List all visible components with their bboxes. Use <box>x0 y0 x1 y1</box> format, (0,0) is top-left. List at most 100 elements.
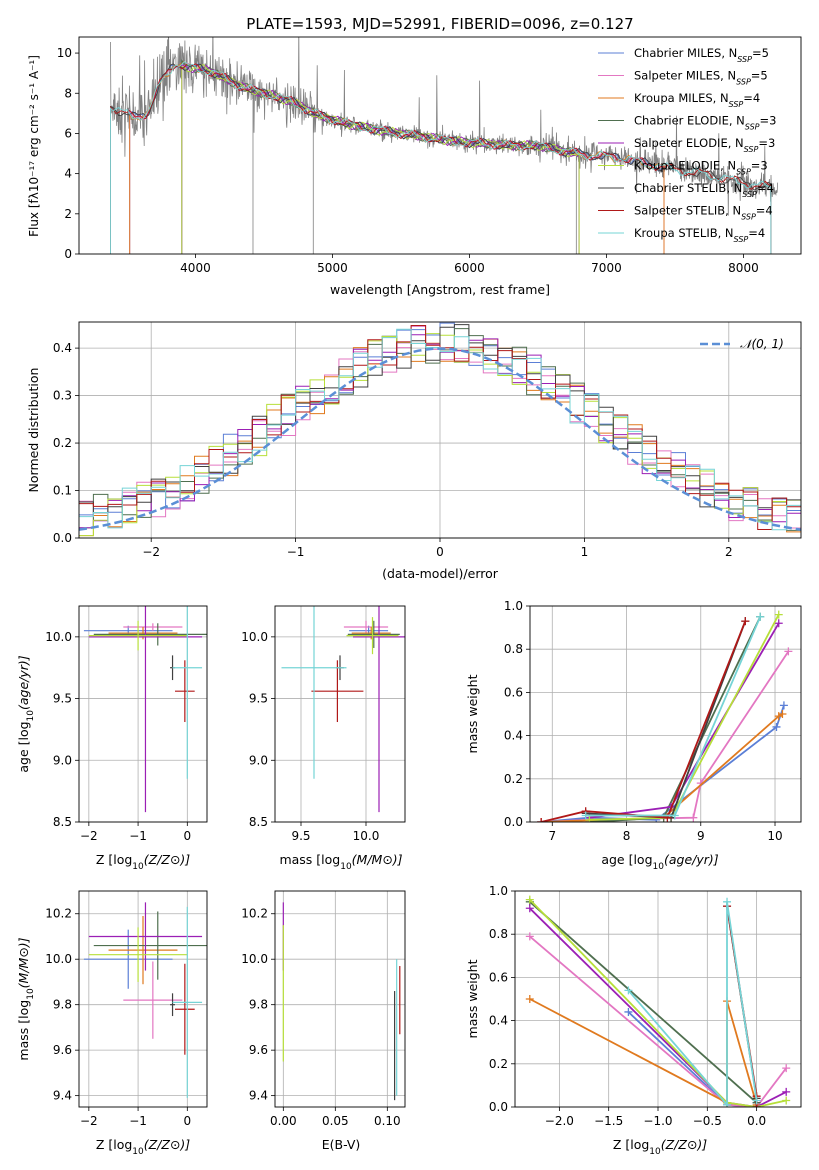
legend-entry: Kroupa ELODIE, NSSP=3 <box>634 159 768 177</box>
legend: Chabrier MILES, NSSP=5 Salpeter MILES, NS… <box>598 46 776 244</box>
weight-marker <box>784 647 793 656</box>
weight-line <box>529 901 758 1104</box>
axes-frame <box>274 605 406 823</box>
weight-line <box>529 935 787 1107</box>
y-tick-label: 0.8 <box>504 642 523 656</box>
model-spectrum <box>110 63 772 254</box>
axes-frame <box>529 605 802 823</box>
legend-entry: Salpeter STELIB, NSSP=4 <box>634 204 773 222</box>
y-tick-label: 2 <box>64 207 72 221</box>
legend-entry: Salpeter MILES, NSSP=5 <box>634 69 768 87</box>
y-tick-label: 0.2 <box>489 1057 508 1071</box>
x-tick-label: 5000 <box>317 261 348 275</box>
weight-marker <box>525 904 534 913</box>
y-tick-label: 9.8 <box>53 998 72 1012</box>
legend-entry: Chabrier STELIB, NSSP=4 <box>634 181 774 199</box>
axes-frame <box>78 36 802 255</box>
x-axis-label: Z [log10(Z/Z⊙)] <box>613 1137 707 1157</box>
weight-marker <box>624 1007 633 1016</box>
plot-area <box>83 902 207 1098</box>
x-tick-label: 0 <box>183 829 191 843</box>
x-axis-label: Z [log10(Z/Z⊙)] <box>96 852 190 872</box>
y-tick-label: 9.4 <box>53 1089 72 1103</box>
normal-curve <box>79 347 801 531</box>
x-tick-label: −1.0 <box>643 1114 672 1128</box>
y-tick-label: 9.4 <box>249 1089 268 1103</box>
grid <box>530 605 801 823</box>
x-axis-label: E(B-V) <box>322 1137 361 1152</box>
y-tick-label: 8 <box>64 86 72 100</box>
y-tick-label: 0.0 <box>504 815 523 829</box>
y-tick-label: 9.5 <box>53 692 72 706</box>
weight-marker <box>723 897 732 906</box>
y-tick-label: 6 <box>64 126 72 140</box>
y-tick-label: 9.6 <box>249 1043 268 1057</box>
weight-marker <box>689 813 698 822</box>
y-tick-label: 10.0 <box>45 630 72 644</box>
weight-marker <box>525 932 534 941</box>
x-tick-label: −2 <box>80 1114 98 1128</box>
weight-marker <box>525 995 534 1003</box>
y-tick-label: 0.0 <box>53 531 72 545</box>
weight-marker <box>723 1100 732 1107</box>
plot-area <box>83 606 207 813</box>
x-tick-label: 0 <box>436 545 444 559</box>
y-tick-label: 0.4 <box>504 729 523 743</box>
x-tick-label: 7 <box>548 829 556 843</box>
weight-line <box>540 620 747 822</box>
x-tick-label: 6000 <box>454 261 485 275</box>
y-tick-label: 0.4 <box>489 1014 508 1028</box>
mass-vs-extinction-panel: 0.00 0.05 0.10 9.4 9.6 9.8 10.0 10.2 E(B-V) <box>241 890 406 1152</box>
y-tick-label: 10.0 <box>241 952 268 966</box>
grid <box>275 606 405 823</box>
mass-vs-metallicity-panel: −2 −1 0 9.4 9.6 9.8 10.0 10.2 Z [log10(Z/Z⊙)] mas… <box>16 890 208 1157</box>
x-tick-label: 10.0 <box>353 829 380 843</box>
y-tick-label: 0.0 <box>489 1100 508 1114</box>
age-vs-metallicity-panel: −2 −1 0 8.5 9.0 9.5 10.0 Z [log10(Z/Z⊙)] age [lo… <box>16 605 208 872</box>
grid <box>515 890 801 1108</box>
x-tick-label: 0.10 <box>374 1114 401 1128</box>
x-tick-label: 8 <box>623 829 631 843</box>
y-tick-label: 0.6 <box>489 970 508 984</box>
x-tick-label: 9.5 <box>291 829 310 843</box>
y-tick-label: 10.2 <box>241 907 268 921</box>
y-tick-label: 10.0 <box>241 630 268 644</box>
x-tick-label: 0 <box>183 1114 191 1128</box>
y-tick-label: 8.5 <box>249 815 268 829</box>
weight-line <box>529 998 758 1106</box>
y-tick-label: 0.2 <box>53 436 72 450</box>
plot-area <box>79 322 801 537</box>
plot-area <box>525 895 791 1107</box>
weight-marker <box>670 811 679 820</box>
legend-entry: Chabrier MILES, NSSP=5 <box>634 46 769 64</box>
y-tick-label: 0.4 <box>53 341 72 355</box>
model-spectrum <box>110 63 772 254</box>
plot-area <box>281 606 405 813</box>
x-tick-label: −1 <box>287 545 305 559</box>
y-tick-label: 0.6 <box>504 685 523 699</box>
x-tick-label: −0.5 <box>693 1114 722 1128</box>
y-tick-label: 0 <box>64 247 72 261</box>
weight-marker <box>752 1096 761 1105</box>
weight-line <box>529 898 787 1107</box>
weight-marker <box>624 986 633 995</box>
x-tick-label: −2 <box>142 545 160 559</box>
weight-marker <box>778 710 787 718</box>
weight-marker <box>772 722 781 731</box>
weight-marker <box>782 1064 791 1073</box>
plot-area <box>282 902 401 1101</box>
y-tick-label: 0.2 <box>504 772 523 786</box>
model-spectrum <box>181 64 580 254</box>
weight-marker <box>585 815 594 822</box>
weight-marker <box>525 895 534 904</box>
plot-area <box>110 37 778 254</box>
y-tick-label: 0.8 <box>489 927 508 941</box>
weight-line <box>585 616 762 817</box>
y-tick-label: 1.0 <box>504 599 523 613</box>
x-axis-label: age [log10(age/yr)] <box>601 852 718 872</box>
y-tick-label: 0.3 <box>53 389 72 403</box>
weight-marker <box>741 617 750 626</box>
y-tick-label: 9.0 <box>249 753 268 767</box>
x-tick-label: 4000 <box>180 261 211 275</box>
weight-marker <box>774 610 783 619</box>
